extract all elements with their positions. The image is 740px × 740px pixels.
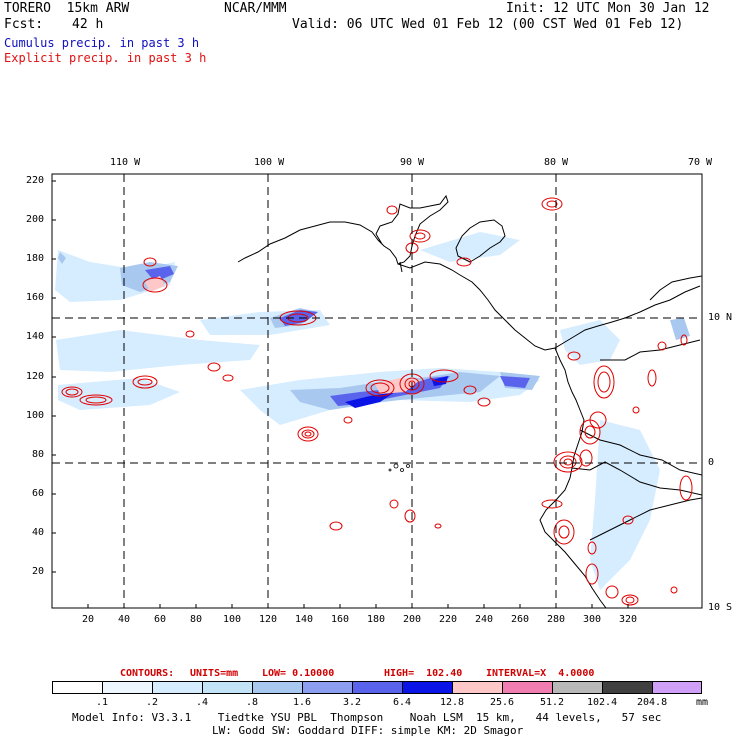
- y-tick: 20: [32, 566, 45, 577]
- lat-label-0: 0: [708, 457, 715, 468]
- model-title: TORERO 15km ARW: [4, 1, 130, 16]
- forecast-hour: 42 h: [72, 17, 104, 32]
- colorbar-label: .4: [196, 697, 209, 708]
- lon-label-80w: 80 W: [544, 157, 569, 168]
- y-tick: 60: [32, 488, 45, 499]
- colorbar-box: [152, 681, 203, 694]
- lon-label-110w: 110 W: [110, 157, 141, 168]
- y-tick: 220: [26, 175, 45, 186]
- contours-units: UNITS=mm: [190, 668, 239, 679]
- colorbar-label: .1: [96, 697, 109, 708]
- contours-low: LOW= 0.10000: [262, 668, 335, 679]
- valid-time: Valid: 06 UTC Wed 01 Feb 12 (00 CST Wed …: [292, 17, 684, 32]
- graticule: [52, 174, 702, 608]
- explicit-contours: [61, 197, 693, 606]
- explicit-legend: Explicit precip. in past 3 h: [4, 51, 207, 65]
- model-physics: LW: Godd SW: Goddard DIFF: simple KM: 2D…: [212, 724, 524, 737]
- colorbar-label: 1.6: [293, 697, 312, 708]
- x-tick: 40: [118, 614, 131, 625]
- y-tick: 80: [32, 449, 45, 460]
- axis-ticks: [52, 180, 629, 608]
- colorbar-box: [502, 681, 553, 694]
- colorbar-box: [202, 681, 253, 694]
- y-tick: 120: [26, 371, 45, 382]
- y-tick: 40: [32, 527, 45, 538]
- lat-label-10s: 10 S: [708, 602, 733, 613]
- x-tick: 300: [583, 614, 602, 625]
- y-tick: 180: [26, 253, 45, 264]
- x-tick: 60: [154, 614, 167, 625]
- x-tick: 140: [295, 614, 314, 625]
- colorbar-box: [402, 681, 453, 694]
- colorbar-box: [652, 681, 702, 694]
- colorbar-label: .2: [146, 697, 159, 708]
- x-tick: 120: [259, 614, 278, 625]
- colorbar-label: 204.8: [637, 697, 668, 708]
- x-tick: 80: [190, 614, 203, 625]
- colorbar-label: 25.6: [490, 697, 515, 708]
- colorbar-box: [252, 681, 303, 694]
- lon-label-90w: 90 W: [400, 157, 425, 168]
- contours-high: HIGH= 102.40: [384, 668, 463, 679]
- colorbar-box: [452, 681, 503, 694]
- colorbar-unit: mm: [696, 697, 709, 708]
- colorbar-label: .8: [246, 697, 259, 708]
- cumulus-legend: Cumulus precip. in past 3 h: [4, 36, 200, 50]
- y-tick: 200: [26, 214, 45, 225]
- x-tick: 100: [223, 614, 242, 625]
- colorbar-box: [52, 681, 103, 694]
- contours-label: CONTOURS:: [120, 668, 175, 679]
- colorbar-label: 51.2: [540, 697, 565, 708]
- forecast-label: Fcst:: [4, 17, 44, 32]
- y-tick: 100: [26, 410, 45, 421]
- x-tick: 280: [547, 614, 566, 625]
- colorbar-box: [352, 681, 403, 694]
- init-time: Init: 12 UTC Mon 30 Jan 12: [506, 1, 710, 16]
- colorbar-label: 6.4: [393, 697, 412, 708]
- x-tick: 200: [403, 614, 422, 625]
- colorbar-label: 3.2: [343, 697, 362, 708]
- colorbar-box: [302, 681, 353, 694]
- x-tick: 180: [367, 614, 386, 625]
- colorbar-label: 102.4: [587, 697, 618, 708]
- lon-label-100w: 100 W: [254, 157, 285, 168]
- x-tick: 240: [475, 614, 494, 625]
- contours-interval: INTERVAL=X 4.0000: [486, 668, 595, 679]
- x-tick: 260: [511, 614, 530, 625]
- model-info: Model Info: V3.3.1 Tiedtke YSU PBL Thomp…: [72, 711, 662, 724]
- x-tick: 320: [619, 614, 638, 625]
- colorbar-label: 12.8: [440, 697, 465, 708]
- center-label: NCAR/MMM: [224, 1, 287, 16]
- colorbar-box: [602, 681, 653, 694]
- x-tick: 20: [82, 614, 95, 625]
- x-tick: 220: [439, 614, 458, 625]
- lon-label-70w: 70 W: [688, 157, 713, 168]
- coastlines: [237, 194, 702, 608]
- y-tick: 140: [26, 331, 45, 342]
- colorbar-box: [102, 681, 153, 694]
- lat-label-10n: 10 N: [708, 312, 733, 323]
- explicit-pink-areas: [145, 276, 420, 394]
- map-frame: [51, 173, 703, 609]
- colorbar-box: [552, 681, 603, 694]
- galapagos-islands: [388, 463, 410, 472]
- y-tick: 160: [26, 292, 45, 303]
- x-tick: 160: [331, 614, 350, 625]
